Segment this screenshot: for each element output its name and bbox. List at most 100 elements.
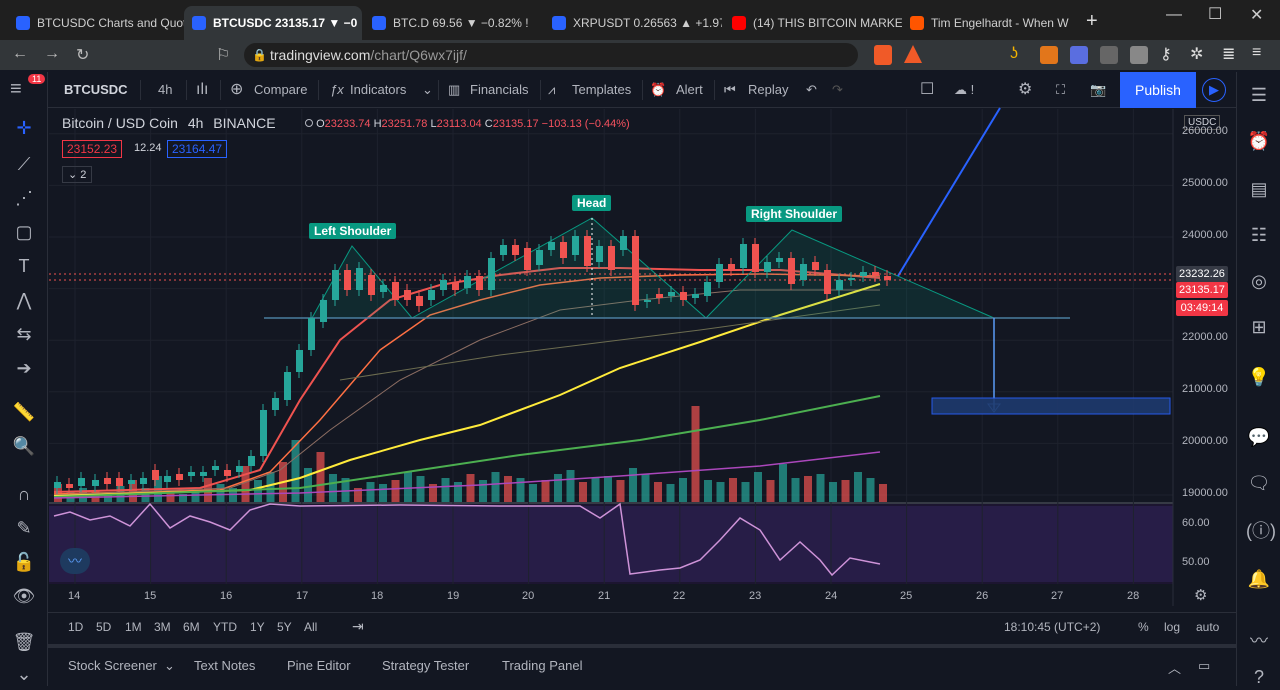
puzzle-icon[interactable]: ✲ <box>1190 46 1204 63</box>
stream-icon[interactable]: (ⓘ) <box>1246 521 1276 541</box>
extension-icon[interactable] <box>1130 46 1148 64</box>
browser-tab-4[interactable]: XRPUSDT 0.26563 ▲ +1.97% <box>544 6 722 40</box>
clock[interactable]: 18:10:45 (UTC+2) <box>1004 620 1101 634</box>
reload-icon[interactable]: ↻ <box>76 47 90 64</box>
play-icon[interactable]: ▶ <box>1202 78 1226 102</box>
pencil-lock-icon[interactable]: ✎ <box>16 518 32 538</box>
percent-scale-toggle[interactable]: % <box>1138 620 1149 634</box>
timeframe-1m[interactable]: 1M <box>125 620 142 634</box>
symbol-search[interactable]: BTCUSDC <box>64 82 128 97</box>
magnet-icon[interactable]: ∩ <box>17 484 31 504</box>
chat-icon[interactable]: 💬 <box>1247 427 1271 447</box>
head-label[interactable]: Head <box>572 195 612 211</box>
publish-button[interactable]: Publish <box>1120 72 1196 108</box>
browser-tab-5[interactable]: (14) THIS BITCOIN MARKET I <box>724 6 902 40</box>
browser-tab-3[interactable]: BTC.D 69.56 ▼ −0.82% ! <box>364 6 542 40</box>
arrow-right-icon[interactable]: ➔ <box>16 358 32 378</box>
settings-gear-icon[interactable]: ⚙ <box>1018 81 1033 98</box>
extension-icon[interactable] <box>1070 46 1088 64</box>
watchlist-icon[interactable]: ☰ <box>1250 85 1268 105</box>
browser-tab-2[interactable]: BTCUSDC 23135.17 ▼ −0✕ <box>184 6 362 40</box>
timeframe-all[interactable]: All <box>304 620 318 634</box>
replay-button[interactable]: Replay <box>748 82 789 97</box>
new-tab-icon[interactable]: + <box>1086 10 1098 32</box>
collapse-indicators-button[interactable]: ⌄ 2 <box>62 166 93 183</box>
tab-pine-editor[interactable]: Pine Editor <box>287 658 351 673</box>
auto-scale-toggle[interactable]: auto <box>1196 620 1220 634</box>
close-tab-icon[interactable]: ✕ <box>357 16 362 30</box>
fib-icon[interactable]: ⋰ <box>15 188 33 208</box>
axis-settings-icon[interactable]: ⚙ <box>1194 587 1208 604</box>
browser-tab-1[interactable]: BTCUSDC Charts and Quotes <box>8 6 184 40</box>
trash-icon[interactable]: 🗑 <box>12 632 36 652</box>
eye-icon[interactable]: 👁 <box>12 586 36 606</box>
timeframe-1d[interactable]: 1D <box>68 620 84 634</box>
timeframe-1y[interactable]: 1Y <box>250 620 265 634</box>
news-icon[interactable]: ▤ <box>1250 179 1268 199</box>
timeframe-5y[interactable]: 5Y <box>277 620 292 634</box>
trend-line-icon[interactable]: ⟋ <box>17 154 31 174</box>
lock-icon[interactable]: 🔓 <box>12 552 36 572</box>
indicators-button[interactable]: Indicators <box>350 82 407 97</box>
key-icon[interactable]: ⚷ <box>1160 46 1172 63</box>
timeframe-5d[interactable]: 5D <box>96 620 112 634</box>
financials-button[interactable]: Financials <box>470 82 529 97</box>
metamask-icon[interactable] <box>1040 46 1058 64</box>
tab-strategy-tester[interactable]: Strategy Tester <box>382 658 470 673</box>
browser-tab-6[interactable]: Tim Engelhardt - When W <box>902 6 1078 40</box>
maximize-panel-icon[interactable]: ▭ <box>1198 658 1211 673</box>
right-shoulder-label[interactable]: Right Shoulder <box>746 206 842 222</box>
date-range-icon[interactable]: ⇥ <box>352 618 364 634</box>
calendar-icon[interactable]: ☷ <box>1250 225 1268 245</box>
bookmark-icon[interactable]: ⚐ <box>216 47 231 64</box>
apps-icon[interactable]: ⊞ <box>1251 317 1267 337</box>
candles-icon[interactable]: ılı <box>196 81 209 98</box>
timeframe-6m[interactable]: 6M <box>183 620 200 634</box>
log-scale-toggle[interactable]: log <box>1164 620 1181 634</box>
chevron-up-icon[interactable]: ︿ <box>1168 661 1182 676</box>
camera-icon[interactable]: 📷 <box>1090 82 1107 97</box>
comments-icon[interactable]: 🗨 <box>1247 473 1271 493</box>
bid-price[interactable]: 23152.23 <box>62 140 123 158</box>
tab-stock-screener[interactable]: Stock Screener <box>68 658 157 673</box>
undo-icon[interactable]: ↶ <box>806 82 817 97</box>
chevron-down-icon[interactable]: ⌄ <box>16 664 32 684</box>
brave-shield-icon[interactable] <box>874 45 892 65</box>
templates-button[interactable]: Templates <box>572 82 632 97</box>
chevron-down-icon[interactable]: ⌄ <box>164 658 175 673</box>
crosshair-icon[interactable]: ✛ <box>16 118 32 138</box>
fullscreen-icon[interactable]: ⛶ <box>1056 82 1066 97</box>
help-icon[interactable]: ? <box>1253 667 1264 687</box>
interval-button[interactable]: 4h <box>158 82 173 97</box>
tab-trading-panel[interactable]: Trading Panel <box>502 658 583 673</box>
minimize-icon[interactable]: — <box>1166 6 1182 23</box>
text-icon[interactable]: T <box>18 256 30 276</box>
timeframe-3m[interactable]: 3M <box>154 620 171 634</box>
forward-icon[interactable]: → <box>44 45 60 62</box>
back-icon[interactable]: ← <box>12 45 28 62</box>
tab-text-notes[interactable]: Text Notes <box>194 658 256 673</box>
zoom-icon[interactable]: 🔍 <box>12 436 36 456</box>
prediction-icon[interactable]: ⇆ <box>16 324 32 344</box>
reading-list-icon[interactable]: ≣ <box>1222 46 1236 63</box>
alert-button[interactable]: Alert <box>676 82 703 97</box>
cloud-icon[interactable]: ☁ ! <box>954 82 975 97</box>
layout-icon[interactable]: ☐ <box>920 81 935 98</box>
pulse-icon[interactable]: 〰 <box>1250 631 1268 651</box>
redo-icon[interactable]: ↷ <box>832 82 843 97</box>
shape-icon[interactable]: ▢ <box>15 222 33 242</box>
alarm-clock-icon[interactable]: ⏰ <box>1247 131 1271 151</box>
bell-icon[interactable]: 🔔 <box>1247 569 1271 589</box>
chevron-down-icon[interactable]: ⌄ <box>422 82 433 97</box>
close-window-icon[interactable]: ✕ <box>1250 7 1264 24</box>
ruler-icon[interactable]: 📏 <box>12 402 36 422</box>
extension-icon[interactable] <box>1100 46 1118 64</box>
left-shoulder-label[interactable]: Left Shoulder <box>309 223 397 239</box>
indicator-logo-icon[interactable]: 〰 <box>60 548 90 574</box>
maximize-icon[interactable]: ☐ <box>1208 6 1223 23</box>
ask-price[interactable]: 23164.47 <box>167 140 228 158</box>
pattern-icon[interactable]: ⋀ <box>16 290 32 310</box>
address-bar[interactable]: 🔒 tradingview.com/chart/Q6wx7ijf/ <box>244 43 858 67</box>
compare-button[interactable]: Compare <box>254 82 308 97</box>
